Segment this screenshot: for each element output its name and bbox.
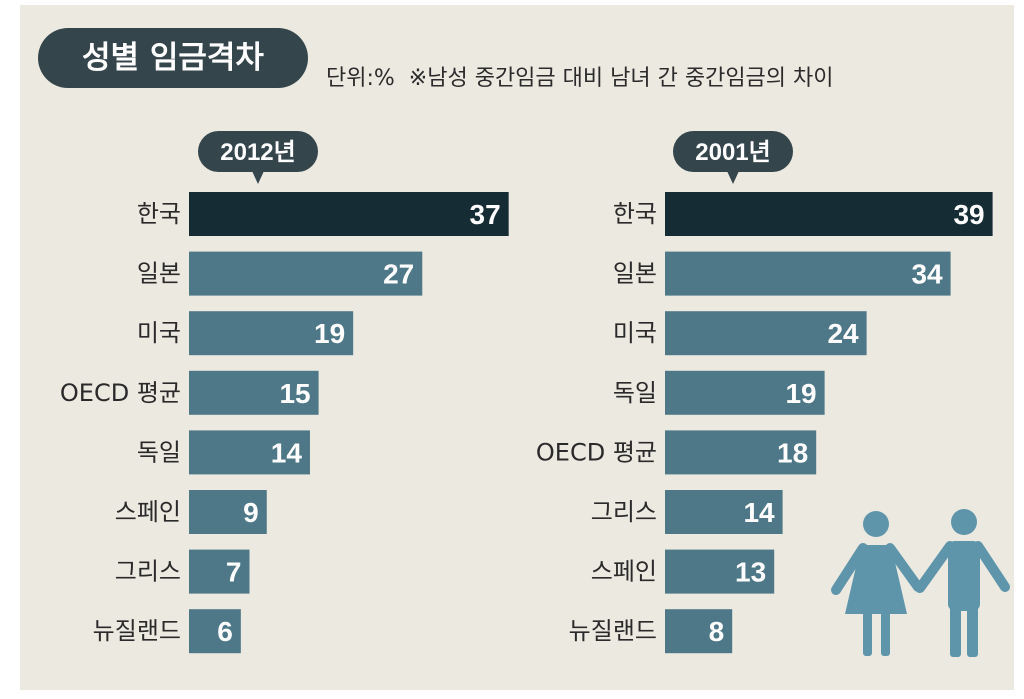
bar — [189, 192, 509, 236]
category-label: 그리스 — [115, 558, 181, 586]
bar — [189, 609, 241, 654]
data-label: 19 — [314, 318, 345, 349]
data-label: 6 — [217, 616, 233, 647]
data-label: 24 — [827, 318, 859, 349]
bar — [665, 370, 825, 415]
category-label: OECD 평균 — [536, 438, 657, 466]
page-title: 성별 임금격차 — [38, 28, 308, 88]
year-label-0: 2012년 — [198, 131, 318, 184]
data-label: 7 — [226, 557, 242, 588]
data-label: 37 — [470, 199, 501, 230]
category-label: 미국 — [137, 319, 181, 347]
category-label: 독일 — [137, 438, 181, 466]
category-label: 뉴질랜드 — [569, 617, 657, 645]
year-label-text: 2012년 — [220, 139, 295, 166]
year-label-text: 2001년 — [695, 139, 770, 166]
bar — [189, 549, 250, 594]
data-label: 18 — [777, 437, 808, 468]
subtitle: 단위:% ※남성 중간임금 대비 남녀 간 중간임금의 차이 — [326, 60, 834, 92]
bar — [665, 251, 951, 296]
category-label: 그리스 — [591, 498, 657, 526]
data-label: 39 — [953, 199, 984, 230]
bar — [189, 430, 310, 475]
bar — [665, 609, 733, 654]
year-label-1: 2001년 — [673, 131, 793, 184]
bar — [665, 549, 775, 594]
bar — [189, 251, 423, 296]
data-label: 9 — [243, 497, 259, 528]
bar — [665, 311, 867, 356]
category-label: 한국 — [613, 200, 657, 228]
category-label: 스페인 — [115, 498, 181, 526]
data-label: 15 — [279, 378, 310, 409]
data-label: 34 — [911, 259, 943, 290]
bar — [665, 490, 783, 534]
category-label: 한국 — [137, 200, 181, 228]
data-label: 19 — [785, 378, 816, 409]
bar — [665, 430, 817, 475]
unit-label: 단위:% — [326, 66, 395, 91]
bar — [189, 370, 319, 415]
chart-note: ※남성 중간임금 대비 남녀 간 중간임금의 차이 — [408, 66, 834, 91]
data-label: 14 — [271, 437, 303, 468]
data-label: 14 — [743, 497, 775, 528]
category-label: 뉴질랜드 — [93, 617, 181, 645]
category-label: 스페인 — [591, 558, 657, 586]
category-label: 일본 — [613, 260, 657, 288]
data-label: 13 — [735, 557, 766, 588]
category-label: OECD 평균 — [60, 379, 181, 407]
bar — [665, 192, 993, 236]
data-label: 27 — [383, 259, 414, 290]
category-label: 독일 — [613, 379, 657, 407]
bar — [189, 311, 354, 356]
data-label: 8 — [709, 616, 725, 647]
category-label: 일본 — [137, 260, 181, 288]
couple-holding-hands-icon — [831, 509, 1010, 657]
bar — [189, 490, 267, 534]
category-label: 미국 — [613, 319, 657, 347]
